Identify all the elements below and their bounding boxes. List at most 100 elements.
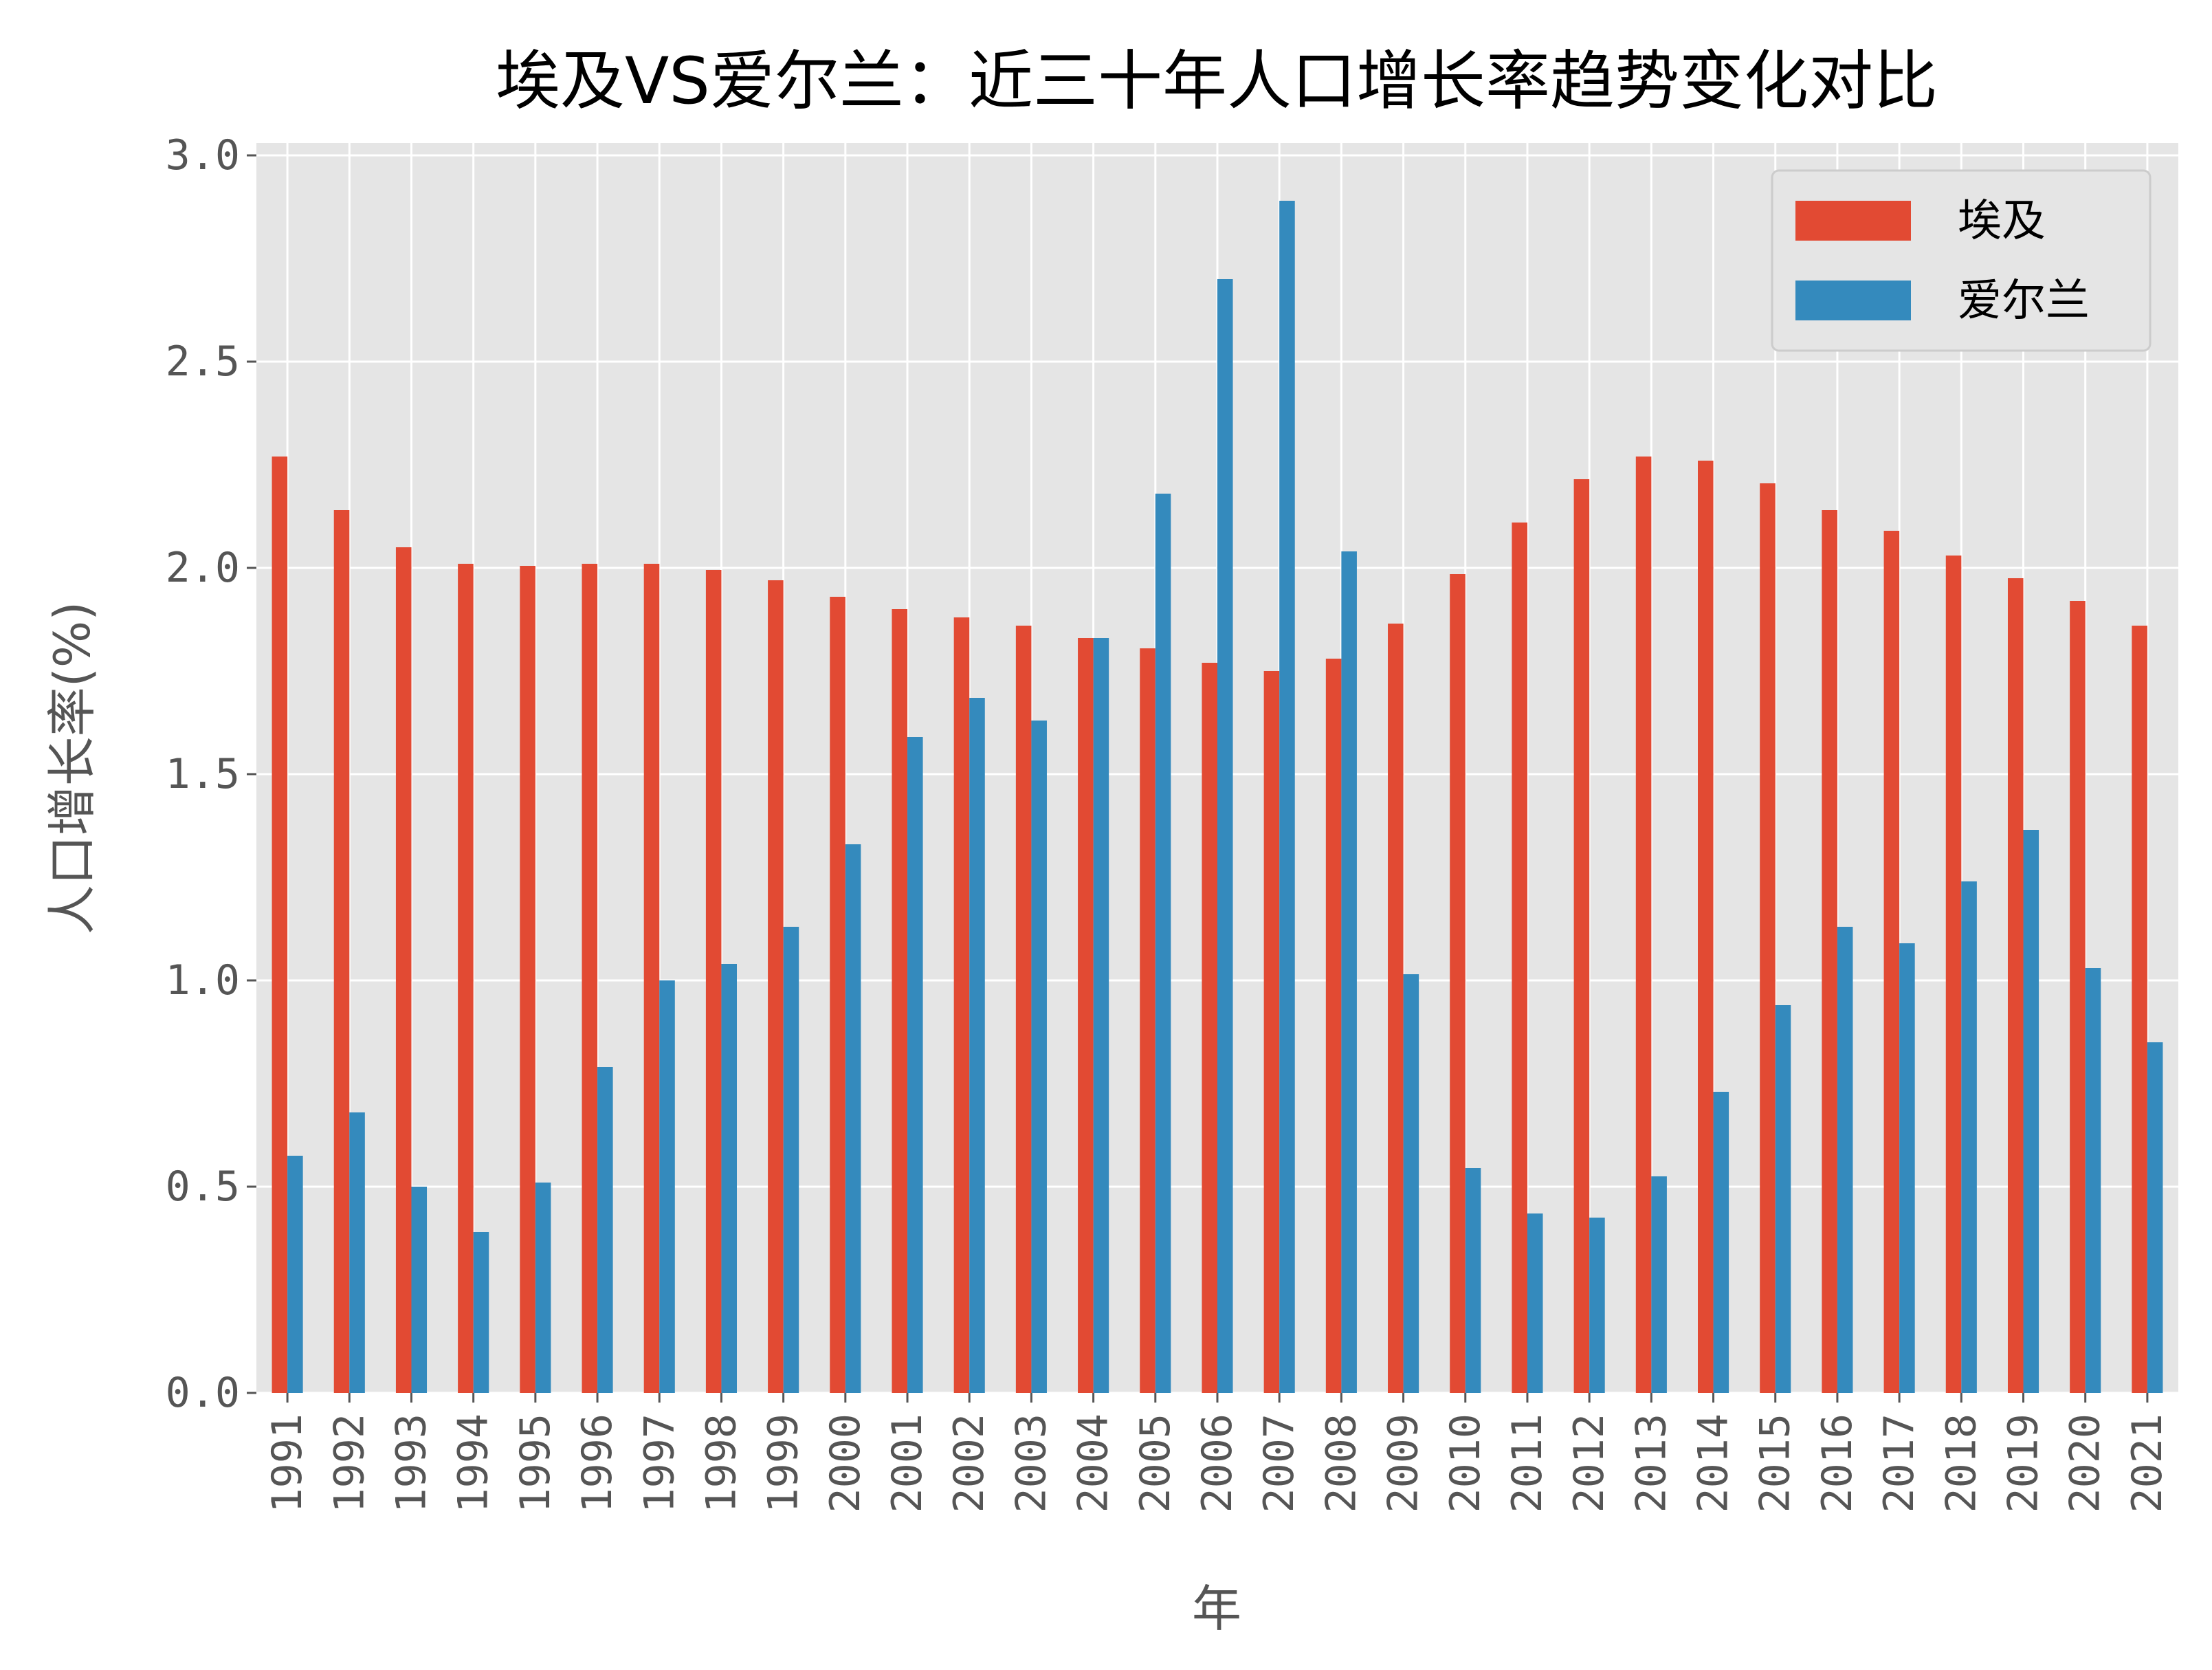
bar-ireland-1993	[411, 1187, 428, 1393]
bar-ireland-2000	[845, 844, 861, 1393]
bar-ireland-2001	[907, 737, 923, 1393]
bar-ireland-2013	[1651, 1176, 1667, 1393]
bar-egypt-2020	[2070, 601, 2086, 1393]
x-tick-label: 2010	[1441, 1414, 1490, 1513]
y-tick-label: 2.0	[166, 544, 240, 592]
x-tick-label: 1995	[511, 1414, 560, 1513]
bar-egypt-2008	[1325, 659, 1342, 1393]
bar-egypt-2012	[1573, 479, 1590, 1393]
x-tick-label: 2009	[1380, 1414, 1428, 1513]
bar-egypt-1992	[333, 510, 350, 1393]
bar-ireland-2010	[1465, 1168, 1481, 1393]
bar-ireland-2003	[1031, 721, 1047, 1393]
bar-egypt-2015	[1760, 483, 1776, 1393]
bar-egypt-2021	[2132, 626, 2147, 1393]
legend-label-ireland: 爱尔兰	[1958, 276, 2090, 327]
y-axis-label: 人口增长率(%)	[43, 602, 101, 935]
bar-egypt-2011	[1512, 523, 1527, 1393]
bar-egypt-2014	[1698, 461, 1714, 1393]
bar-ireland-1996	[597, 1067, 613, 1393]
x-tick-label: 2005	[1131, 1414, 1180, 1513]
x-tick-label: 1993	[387, 1414, 435, 1513]
bar-ireland-2005	[1155, 494, 1171, 1393]
x-tick-label: 2018	[1937, 1414, 1985, 1513]
x-tick-label: 1994	[450, 1414, 498, 1513]
bar-egypt-2005	[1140, 648, 1155, 1393]
y-tick-label: 3.0	[166, 131, 240, 179]
bar-egypt-2009	[1388, 624, 1404, 1393]
bar-egypt-1996	[582, 564, 598, 1393]
x-tick-label: 1991	[263, 1414, 311, 1513]
bar-egypt-2002	[953, 617, 970, 1393]
bar-ireland-1994	[473, 1232, 489, 1393]
y-tick-label: 0.0	[166, 1369, 240, 1417]
legend-swatch-egypt	[1795, 201, 1911, 241]
bar-ireland-2007	[1279, 201, 1295, 1393]
bar-ireland-2004	[1093, 638, 1109, 1393]
bar-egypt-1991	[272, 457, 288, 1393]
bar-ireland-1991	[287, 1156, 303, 1393]
bar-egypt-1995	[520, 566, 535, 1393]
x-tick-label: 2012	[1565, 1414, 1613, 1513]
bar-egypt-2019	[2007, 578, 2024, 1393]
y-tick-label: 2.5	[166, 338, 240, 386]
x-tick-label: 2006	[1193, 1414, 1241, 1513]
bar-egypt-2010	[1450, 574, 1466, 1393]
x-tick-label: 2020	[2061, 1414, 2110, 1513]
bar-egypt-1997	[643, 564, 660, 1393]
bar-egypt-2016	[1822, 510, 1837, 1393]
bar-ireland-1995	[535, 1183, 551, 1393]
bar-egypt-1993	[395, 547, 412, 1393]
x-tick-label: 2007	[1255, 1414, 1303, 1513]
x-tick-label: 2019	[2000, 1414, 2048, 1513]
x-axis-label: 年	[1192, 1580, 1241, 1638]
x-tick-label: 2000	[821, 1414, 870, 1513]
bar-egypt-2003	[1015, 626, 1032, 1393]
bar-egypt-2013	[1635, 457, 1652, 1393]
bar-egypt-2007	[1263, 671, 1280, 1393]
x-tick-label: 1997	[635, 1414, 683, 1513]
x-tick-label: 2011	[1503, 1414, 1551, 1513]
x-tick-label: 2008	[1317, 1414, 1365, 1513]
bar-ireland-2015	[1775, 1005, 1791, 1393]
x-tick-label: 1992	[325, 1414, 373, 1513]
y-tick-label: 1.5	[166, 750, 240, 798]
x-tick-label: 2002	[945, 1414, 993, 1513]
bar-egypt-2017	[1883, 531, 1900, 1393]
bar-ireland-1999	[783, 927, 799, 1393]
chart-title: 埃及VS爱尔兰：近三十年人口增长率趋势变化对比	[496, 44, 1938, 119]
y-tick-label: 0.5	[166, 1163, 240, 1211]
bar-egypt-2001	[892, 609, 908, 1393]
y-tick-label: 1.0	[166, 956, 240, 1004]
x-tick-label: 1998	[697, 1414, 745, 1513]
bar-ireland-2020	[2085, 968, 2101, 1393]
x-tick-label: 1996	[573, 1414, 621, 1513]
x-tick-label: 2017	[1875, 1414, 1923, 1513]
bar-ireland-2018	[1961, 881, 1977, 1393]
x-tick-label: 2001	[883, 1414, 931, 1513]
bar-ireland-2002	[969, 698, 985, 1393]
bar-ireland-2008	[1341, 551, 1357, 1393]
bar-ireland-2017	[1899, 943, 1915, 1393]
bar-ireland-2021	[2147, 1042, 2163, 1393]
bar-egypt-2006	[1202, 663, 1217, 1393]
x-tick-label: 1999	[760, 1414, 808, 1513]
bar-ireland-1998	[721, 964, 737, 1393]
legend-swatch-ireland	[1795, 281, 1911, 320]
bar-egypt-2000	[830, 597, 845, 1393]
bar-ireland-2009	[1403, 974, 1419, 1393]
x-tick-label: 2004	[1070, 1414, 1118, 1513]
bar-egypt-2018	[1945, 556, 1962, 1393]
bar-egypt-1998	[705, 570, 722, 1393]
bar-ireland-2006	[1217, 279, 1233, 1393]
bar-ireland-1997	[659, 980, 675, 1393]
x-tick-label: 2003	[1007, 1414, 1055, 1513]
x-tick-label: 2021	[2123, 1414, 2171, 1513]
bar-egypt-1994	[458, 564, 474, 1393]
bar-egypt-1999	[768, 580, 784, 1393]
bar-ireland-2012	[1589, 1218, 1605, 1393]
bar-ireland-2014	[1713, 1092, 1729, 1393]
x-tick-label: 2014	[1690, 1414, 1738, 1513]
bar-ireland-1992	[349, 1112, 365, 1393]
